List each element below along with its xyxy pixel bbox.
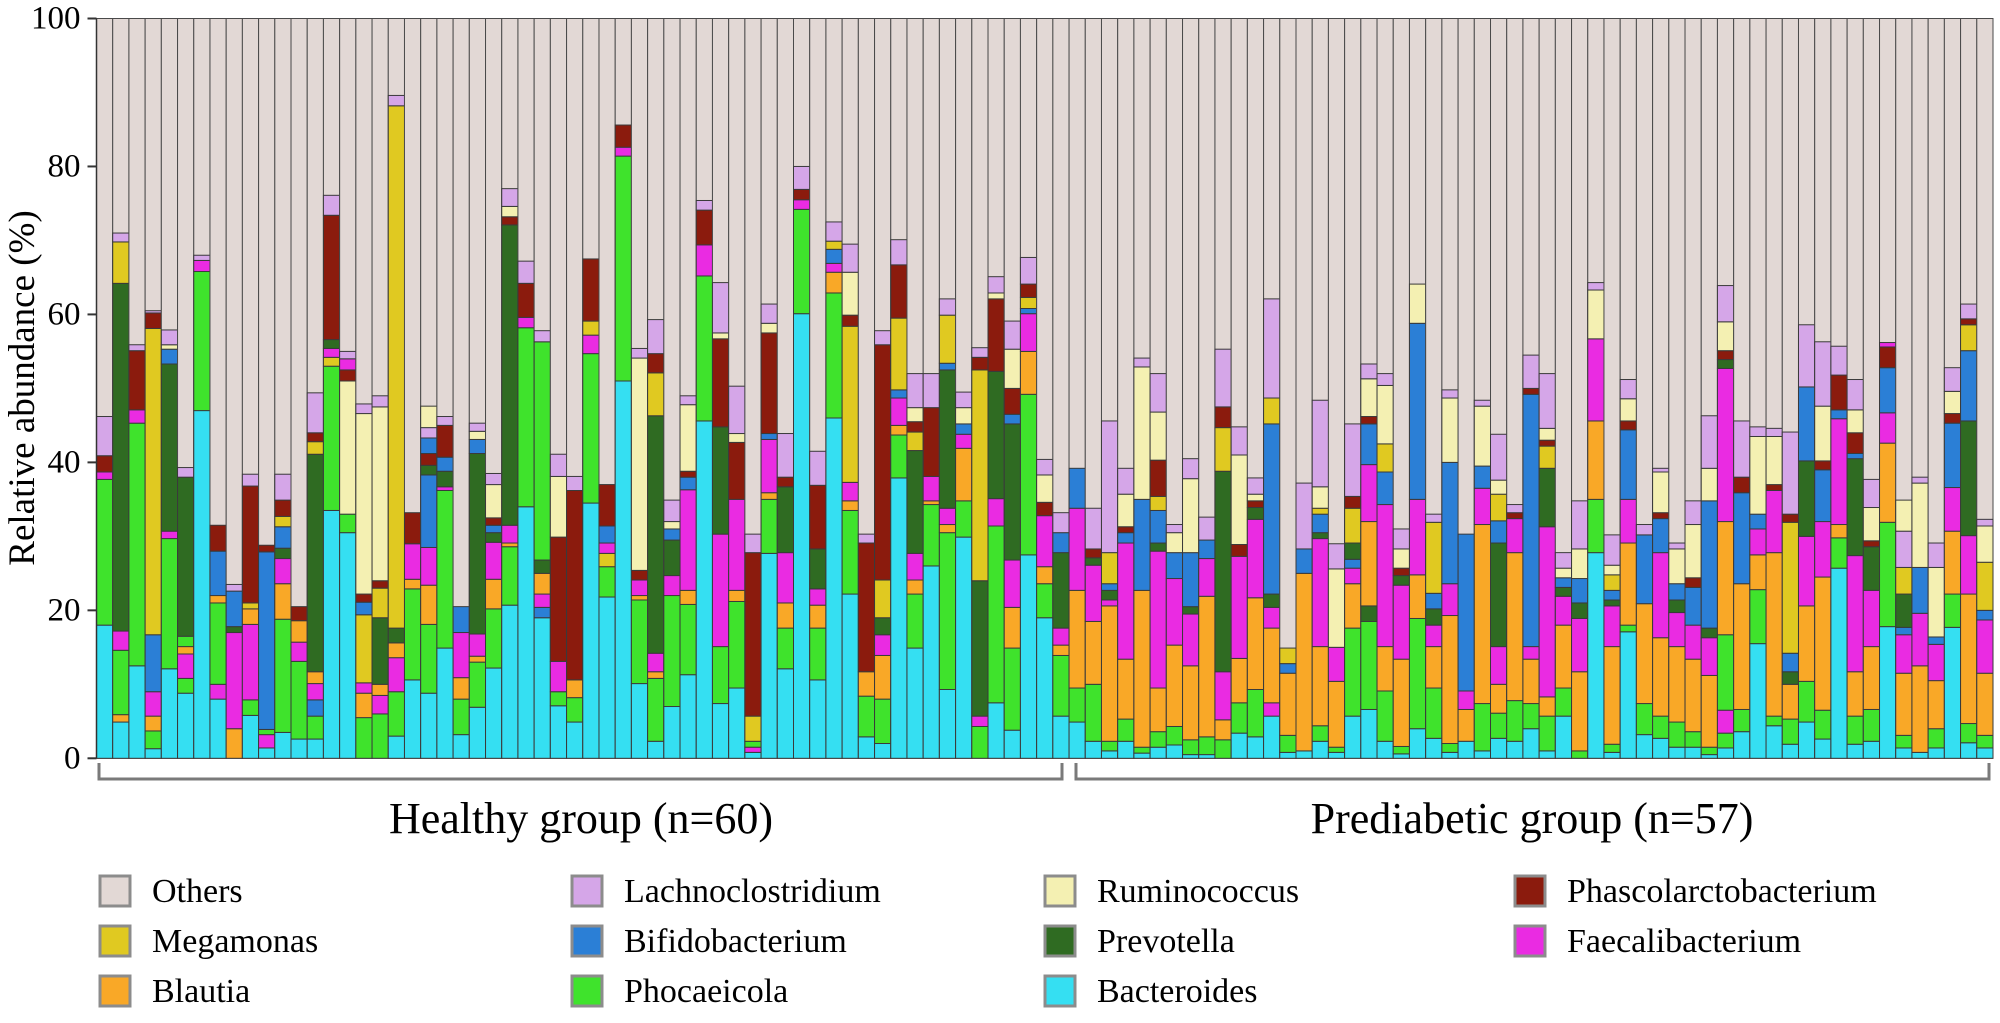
svg-text:Blautia: Blautia	[152, 973, 250, 1010]
svg-text:100: 100	[31, 1, 81, 37]
svg-text:Relative abundance (%): Relative abundance (%)	[2, 210, 43, 565]
svg-text:60: 60	[48, 296, 81, 332]
svg-text:Healthy group (n=60): Healthy group (n=60)	[389, 794, 773, 843]
svg-text:Faecalibacterium: Faecalibacterium	[1567, 923, 1801, 960]
svg-text:Lachnoclostridium: Lachnoclostridium	[624, 873, 881, 910]
svg-text:0: 0	[64, 740, 81, 776]
svg-text:Phocaeicola: Phocaeicola	[624, 973, 788, 1010]
svg-text:80: 80	[48, 148, 81, 184]
svg-text:Prevotella: Prevotella	[1097, 923, 1235, 960]
svg-text:Bacteroides: Bacteroides	[1097, 973, 1258, 1010]
svg-text:20: 20	[48, 592, 81, 628]
svg-text:Phascolarctobacterium: Phascolarctobacterium	[1567, 873, 1877, 910]
svg-text:Others: Others	[152, 873, 243, 910]
svg-text:Megamonas: Megamonas	[152, 923, 318, 960]
svg-text:Ruminococcus: Ruminococcus	[1097, 873, 1299, 910]
svg-text:Bifidobacterium: Bifidobacterium	[624, 923, 847, 960]
svg-text:40: 40	[48, 444, 81, 480]
svg-text:Prediabetic group (n=57): Prediabetic group (n=57)	[1311, 794, 1754, 843]
